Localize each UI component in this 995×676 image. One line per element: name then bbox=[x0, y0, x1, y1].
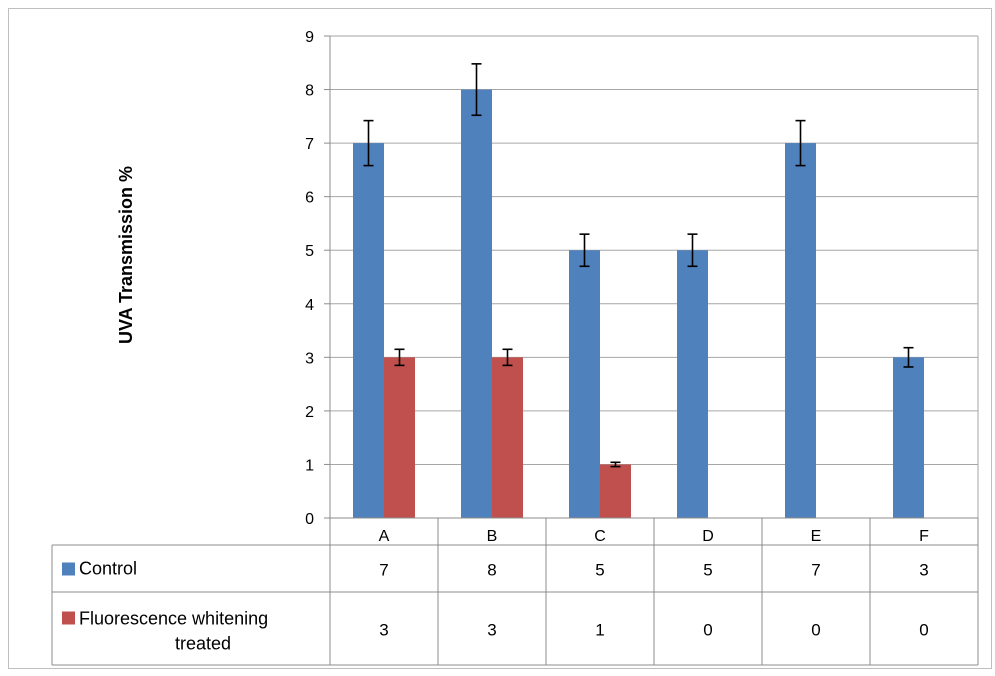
bar-treated-B bbox=[492, 357, 523, 518]
bar-control-D bbox=[677, 250, 708, 518]
grid bbox=[330, 35, 979, 518]
x-tick-label: B bbox=[487, 528, 498, 545]
y-tick-label: 7 bbox=[305, 136, 314, 153]
error-bar bbox=[610, 461, 621, 468]
y-tick-label: 6 bbox=[305, 190, 314, 207]
error-bar bbox=[363, 119, 374, 167]
x-tick-label: E bbox=[811, 528, 822, 545]
table-value: 0 bbox=[919, 621, 928, 640]
bars bbox=[353, 89, 924, 519]
legend-key-treated bbox=[62, 611, 75, 625]
outer-border bbox=[8, 8, 992, 669]
bar-control-C bbox=[569, 250, 600, 518]
table-value: 0 bbox=[703, 621, 712, 640]
error-bar bbox=[394, 348, 405, 367]
error-bar bbox=[502, 348, 513, 367]
error-bar bbox=[903, 346, 914, 368]
table-value: 5 bbox=[595, 561, 604, 580]
data-table: A B C D E F Control 7 8 5 5 7 3 Fluorescence whitenin… bbox=[51, 517, 979, 666]
y-tick-label: 5 bbox=[305, 243, 314, 260]
y-tick-label: 3 bbox=[305, 350, 314, 367]
x-tick-label: D bbox=[702, 528, 714, 545]
table-value: 1 bbox=[595, 621, 604, 640]
legend-key-control bbox=[62, 562, 75, 576]
table-value: 7 bbox=[811, 561, 820, 580]
bar-control-E bbox=[785, 143, 816, 518]
table-value: 3 bbox=[487, 621, 496, 640]
y-tick-label: 4 bbox=[305, 297, 314, 314]
bar-treated-A bbox=[384, 357, 415, 518]
x-tick-label: A bbox=[379, 528, 390, 545]
error-bar bbox=[471, 63, 482, 117]
y-tick-label: 1 bbox=[305, 457, 314, 474]
error-bar bbox=[579, 233, 590, 268]
series-name: Fluorescence whitening treated bbox=[79, 609, 268, 654]
series-name: Control bbox=[79, 559, 137, 579]
bar-control-B bbox=[461, 89, 492, 519]
axes: 0 1 2 3 4 5 6 7 8 9 bbox=[305, 29, 331, 528]
y-tick-label: 0 bbox=[305, 511, 314, 528]
x-tick-label: F bbox=[919, 528, 929, 545]
x-tick-label: C bbox=[594, 528, 606, 545]
table-value: 0 bbox=[811, 621, 820, 640]
bar-control-A bbox=[353, 143, 384, 518]
table-value: 3 bbox=[919, 561, 928, 580]
table-value: 3 bbox=[379, 621, 388, 640]
error-bar bbox=[687, 233, 698, 268]
bar-treated-C bbox=[600, 464, 631, 518]
table-value: 7 bbox=[379, 561, 388, 580]
y-axis-title: UVA Transmission % bbox=[116, 166, 136, 344]
y-tick-label: 9 bbox=[305, 29, 314, 46]
error-bars bbox=[363, 63, 914, 468]
y-tick-label: 2 bbox=[305, 404, 314, 421]
table-value: 8 bbox=[487, 561, 496, 580]
table-value: 5 bbox=[703, 561, 712, 580]
bar-control-F bbox=[893, 357, 924, 518]
y-tick-label: 8 bbox=[305, 83, 314, 100]
error-bar bbox=[795, 119, 806, 167]
